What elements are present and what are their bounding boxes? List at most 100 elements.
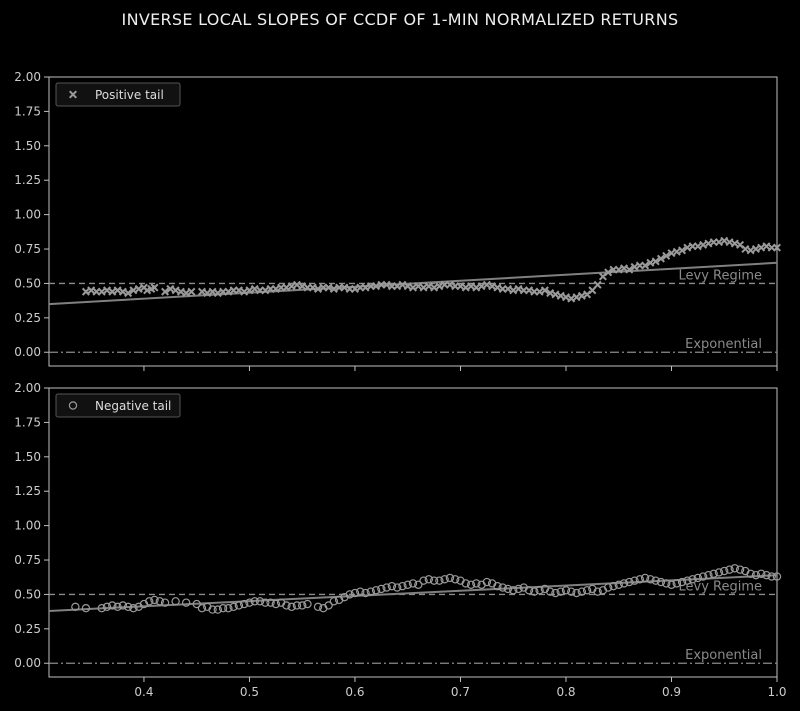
- data-point-x: [630, 262, 639, 271]
- data-point-x: [187, 287, 196, 296]
- data-point-circle: [688, 575, 697, 584]
- data-point-circle: [640, 573, 650, 583]
- data-point-x: [419, 283, 428, 292]
- x-tick-label: 0.5: [240, 685, 259, 699]
- data-point-circle: [551, 588, 560, 598]
- y-tick-label: 0.50: [14, 587, 41, 601]
- data-point-circle: [646, 575, 655, 584]
- legend-marker-x: [68, 90, 78, 99]
- data-point-x: [124, 289, 133, 298]
- data-point-x: [646, 258, 655, 267]
- data-point-circle: [567, 587, 576, 596]
- data-point-x: [503, 284, 512, 293]
- data-point-circle: [181, 598, 191, 607]
- data-point-x: [234, 286, 243, 295]
- data-point-circle: [329, 597, 339, 606]
- data-point-circle: [429, 576, 439, 585]
- data-point-circle: [361, 588, 370, 598]
- data-point-x: [292, 280, 301, 289]
- data-point-x: [540, 286, 549, 295]
- data-point-circle: [619, 579, 629, 588]
- data-point-circle: [545, 587, 555, 596]
- data-point-x: [271, 284, 280, 293]
- data-point-circle: [239, 599, 249, 609]
- data-point-x: [741, 245, 750, 254]
- data-point-circle: [677, 577, 687, 587]
- data-point-circle: [772, 572, 782, 581]
- data-point-circle: [155, 597, 164, 606]
- data-point-circle: [292, 601, 302, 610]
- levy-regime-label: Levy Regime: [678, 579, 762, 594]
- y-tick-label: 2.00: [14, 70, 41, 84]
- x-tick-label: 0.7: [451, 685, 470, 699]
- data-point-circle: [440, 575, 449, 584]
- y-tick-label: 0.50: [14, 276, 41, 290]
- data-point-circle: [303, 599, 312, 609]
- data-point-x: [287, 282, 296, 291]
- data-point-circle: [451, 575, 460, 584]
- data-point-circle: [403, 580, 412, 589]
- exponential-label: Exponential: [685, 337, 762, 352]
- data-point-circle: [630, 576, 639, 585]
- data-point-circle: [387, 581, 397, 591]
- data-point-x: [435, 282, 444, 291]
- data-point-circle: [709, 569, 718, 578]
- data-point-circle: [720, 566, 729, 576]
- data-point-circle: [651, 576, 660, 585]
- data-point-x: [472, 283, 481, 292]
- data-point-circle: [667, 580, 676, 589]
- data-point-x: [509, 286, 518, 295]
- data-point-circle: [218, 603, 228, 613]
- data-point-x: [118, 287, 127, 296]
- data-point-x: [488, 282, 497, 291]
- fit-line: [48, 574, 778, 612]
- data-point-x: [203, 289, 212, 298]
- data-point-circle: [250, 597, 259, 606]
- data-point-x: [224, 287, 233, 296]
- data-point-x: [108, 287, 117, 296]
- data-point-circle: [113, 602, 122, 612]
- data-point-circle: [287, 602, 296, 612]
- data-point-x: [161, 287, 170, 296]
- data-point-circle: [192, 599, 201, 609]
- data-point-circle: [108, 601, 117, 610]
- data-point-circle: [762, 570, 771, 580]
- data-point-circle: [324, 601, 333, 610]
- x-tick-label: 0.4: [134, 685, 153, 699]
- x-tick-label: 0.6: [345, 685, 364, 699]
- data-point-circle: [345, 590, 354, 599]
- data-point-circle: [493, 581, 502, 591]
- data-point-circle: [735, 565, 745, 574]
- data-point-circle: [672, 579, 681, 588]
- data-point-circle: [693, 573, 703, 583]
- data-point-x: [197, 287, 206, 296]
- data-point-x: [641, 261, 650, 270]
- data-point-x: [757, 243, 766, 252]
- x-tick-label: 0.8: [556, 685, 575, 699]
- data-point-circle: [97, 603, 106, 613]
- data-point-x: [166, 284, 175, 293]
- data-point-circle: [213, 605, 223, 614]
- data-point-circle: [509, 586, 518, 595]
- data-point-circle: [371, 586, 381, 595]
- data-point-circle: [313, 602, 323, 612]
- data-point-x: [393, 282, 402, 291]
- fit-line: [48, 261, 778, 306]
- data-point-circle: [756, 569, 766, 578]
- data-point-circle: [751, 570, 761, 580]
- x-tick-label: 0.9: [662, 685, 681, 699]
- data-point-circle: [482, 577, 492, 587]
- data-point-x: [704, 239, 713, 248]
- data-point-circle: [524, 586, 534, 595]
- data-point-x: [372, 282, 381, 291]
- data-point-circle: [255, 597, 265, 606]
- y-tick-label: 1.50: [14, 450, 41, 464]
- data-point-circle: [282, 601, 291, 610]
- panel-positive-tail: 0.00 0.25 0.50 0.75 1.00 1.25 1.50 1.75 2.00 Levy…: [14, 70, 782, 371]
- data-point-x: [683, 243, 692, 252]
- data-point-circle: [698, 572, 708, 581]
- data-point-x: [535, 287, 544, 296]
- data-point-x: [746, 246, 755, 255]
- data-point-x: [725, 238, 734, 247]
